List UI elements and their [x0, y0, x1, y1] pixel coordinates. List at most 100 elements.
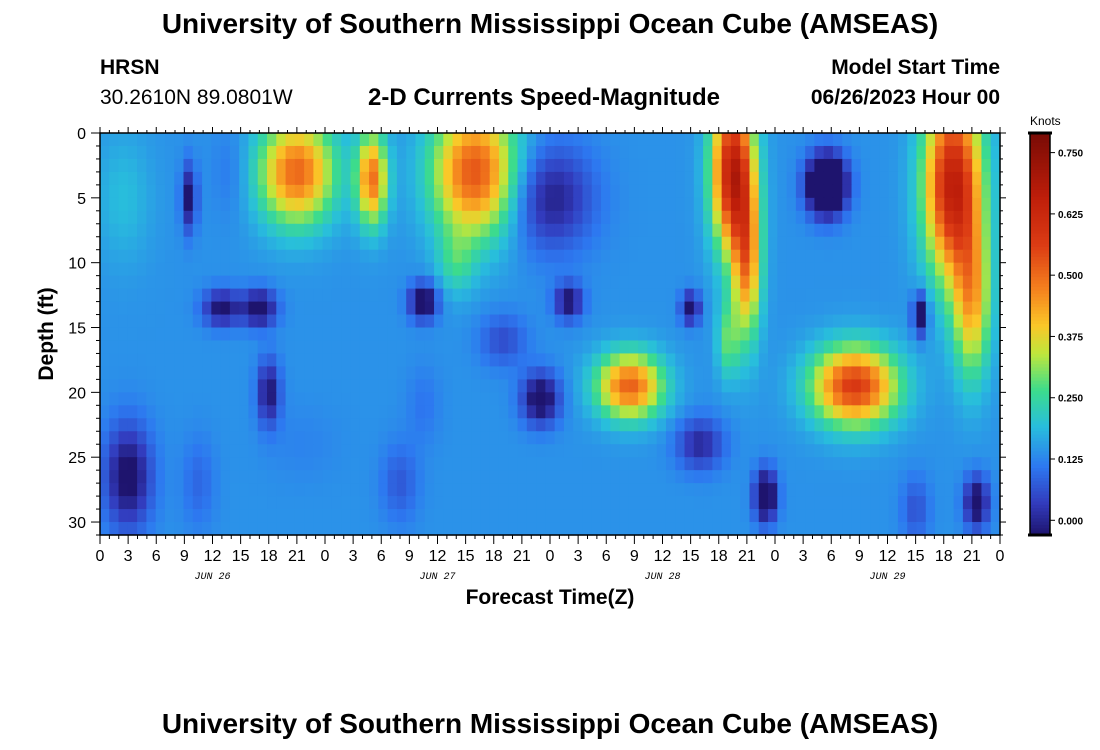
heatmap-cell [350, 379, 361, 393]
heatmap-cell [304, 483, 314, 497]
heatmap-cell [935, 418, 945, 432]
heatmap-cell [842, 392, 853, 406]
heatmap-cell [155, 392, 166, 406]
heatmap-cell [276, 210, 287, 225]
heatmap-cell [656, 340, 667, 355]
heatmap-cell [304, 405, 314, 419]
heatmap-cell [322, 353, 333, 368]
heatmap-cell [100, 379, 110, 393]
heatmap-cell [137, 522, 147, 536]
heatmap-cell [860, 197, 871, 212]
heatmap-cell [331, 145, 342, 160]
heatmap-cell [229, 379, 240, 393]
heatmap-cell [155, 262, 166, 277]
heatmap-cell [257, 249, 268, 264]
colorbar-segment [1030, 183, 1050, 188]
heatmap-cell [350, 210, 361, 225]
heatmap-cell [768, 210, 778, 225]
heatmap-cell [109, 158, 120, 173]
heatmap-cell [684, 392, 695, 406]
heatmap-cell [610, 483, 621, 497]
heatmap-cell [860, 457, 871, 471]
heatmap-cell [916, 431, 927, 445]
heatmap-cell [563, 431, 574, 445]
heatmap-cell [907, 197, 918, 212]
heatmap-cell [814, 301, 825, 316]
heatmap-cell [981, 327, 992, 342]
heatmap-cell [832, 522, 843, 536]
heatmap-cell [164, 522, 175, 536]
heatmap-cell [647, 405, 658, 419]
heatmap-cell [545, 184, 556, 199]
heatmap-cell [127, 496, 138, 510]
heatmap-cell [331, 522, 342, 536]
heatmap-cell [665, 236, 676, 251]
colorbar-segment [1030, 521, 1050, 526]
heatmap-cell [665, 444, 676, 458]
heatmap-cell [851, 327, 862, 342]
heatmap-cell [573, 145, 584, 160]
heatmap-cell [582, 145, 593, 160]
heatmap-cell [164, 470, 175, 484]
heatmap-cell [758, 340, 769, 355]
heatmap-cell [192, 158, 203, 173]
heatmap-cell [832, 314, 843, 329]
heatmap-cell [573, 496, 584, 510]
heatmap-cell [109, 392, 120, 406]
heatmap-cell [879, 392, 890, 406]
heatmap-cell [573, 392, 584, 406]
heatmap-cell [712, 145, 723, 160]
heatmap-cell [879, 353, 890, 368]
heatmap-cell [480, 197, 491, 212]
heatmap-cell [489, 236, 500, 251]
heatmap-cell [601, 353, 611, 368]
heatmap-cell [628, 133, 639, 147]
heatmap-cell [962, 158, 973, 173]
heatmap-cell [248, 171, 259, 186]
heatmap-cell [721, 340, 732, 355]
heatmap-cell [378, 262, 389, 277]
heatmap-cell [545, 470, 556, 484]
heatmap-cell [675, 249, 686, 264]
heatmap-cell [647, 444, 658, 458]
heatmap-cell [396, 522, 407, 536]
heatmap-cell [897, 340, 908, 355]
heatmap-cell [341, 158, 352, 173]
heatmap-cell [563, 133, 574, 147]
heatmap-cell [118, 431, 129, 445]
heatmap-cell [582, 249, 593, 264]
heatmap-cell [229, 431, 240, 445]
heatmap-cell [703, 431, 713, 445]
heatmap-cell [239, 392, 250, 406]
heatmap-cell [628, 509, 639, 523]
heatmap-cell [730, 210, 741, 225]
heatmap-cell [545, 275, 556, 290]
heatmap-cell [536, 405, 546, 419]
heatmap-cell [406, 145, 417, 160]
heatmap-cell [851, 340, 862, 355]
colorbar-tick-label: 0.250 [1058, 394, 1083, 405]
heatmap-cell [962, 249, 973, 264]
heatmap-cell [452, 457, 463, 471]
heatmap-cell [471, 444, 482, 458]
heatmap-cell [183, 444, 194, 458]
heatmap-cell [341, 444, 352, 458]
heatmap-cell [489, 158, 500, 173]
heatmap-cell [341, 314, 352, 329]
heatmap-cell [498, 249, 509, 264]
heatmap-cell [638, 133, 649, 147]
heatmap-cell [730, 340, 741, 355]
heatmap-cell [257, 470, 268, 484]
heatmap-cell [656, 301, 667, 316]
heatmap-cell [248, 288, 259, 303]
heatmap-cell [740, 133, 751, 147]
heatmap-cell [146, 197, 157, 212]
heatmap-cell [406, 197, 417, 212]
heatmap-cell [832, 509, 843, 523]
heatmap-cell [424, 171, 435, 186]
heatmap-cell [814, 275, 825, 290]
heatmap-cell [350, 496, 361, 510]
heatmap-cell [536, 236, 546, 251]
heatmap-cell [990, 483, 1001, 497]
heatmap-cell [239, 145, 250, 160]
